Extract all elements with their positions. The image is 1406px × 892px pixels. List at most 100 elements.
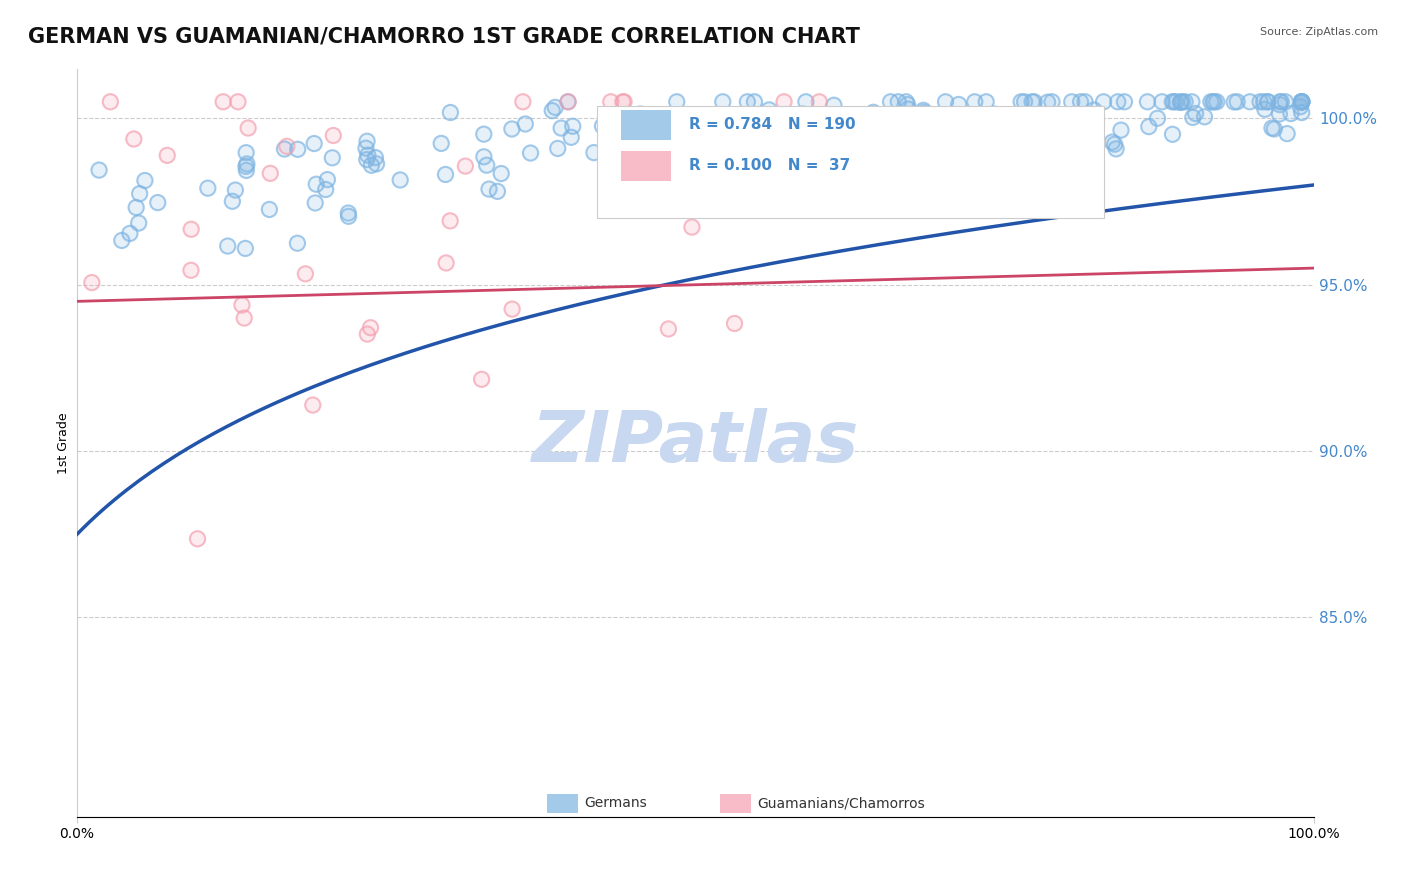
Point <box>990 117 1012 131</box>
Point <box>657 322 679 336</box>
Point <box>582 145 605 160</box>
Point <box>186 532 208 546</box>
Point <box>489 167 512 181</box>
Point <box>880 116 903 130</box>
Point <box>901 121 924 136</box>
Point <box>294 267 316 281</box>
Point <box>287 236 309 251</box>
Point <box>744 95 766 109</box>
Point <box>1109 123 1132 137</box>
Point <box>803 148 825 162</box>
Point <box>773 95 796 109</box>
Point <box>472 150 495 164</box>
Point <box>1239 95 1261 109</box>
Point <box>315 182 337 196</box>
Point <box>1270 95 1292 109</box>
Point <box>1114 95 1136 109</box>
Point <box>897 97 920 112</box>
Point <box>315 182 337 196</box>
Point <box>880 116 903 130</box>
Point <box>475 158 498 172</box>
Point <box>316 172 339 186</box>
Point <box>637 132 659 146</box>
Point <box>550 121 572 136</box>
Point <box>304 196 326 211</box>
Point <box>713 142 735 156</box>
Point <box>1291 95 1313 109</box>
Point <box>235 145 257 160</box>
Point <box>180 222 202 236</box>
Point <box>1268 107 1291 121</box>
Point <box>932 122 955 136</box>
Point <box>1170 95 1192 110</box>
Point <box>515 117 537 131</box>
Point <box>235 163 257 178</box>
Point <box>1275 127 1298 141</box>
Point <box>357 148 380 162</box>
Y-axis label: 1st Grade: 1st Grade <box>58 412 70 474</box>
Point <box>823 98 845 112</box>
Point <box>803 148 825 162</box>
Point <box>1070 95 1092 109</box>
Point <box>897 97 920 112</box>
Point <box>475 158 498 172</box>
Point <box>1104 137 1126 152</box>
Point <box>808 186 831 201</box>
Point <box>748 159 770 173</box>
Point <box>235 241 257 255</box>
Point <box>917 124 939 138</box>
Point <box>935 95 957 109</box>
Point <box>1170 95 1192 109</box>
Point <box>519 146 541 161</box>
Point <box>1289 100 1312 114</box>
Point <box>711 95 734 109</box>
Point <box>893 138 915 153</box>
Point <box>1223 95 1246 109</box>
Point <box>679 124 702 138</box>
Point <box>321 151 343 165</box>
Point <box>357 148 380 162</box>
Point <box>557 95 579 109</box>
Point <box>637 132 659 146</box>
Point <box>486 185 509 199</box>
Point <box>887 95 910 109</box>
Point <box>627 163 650 178</box>
Point <box>512 95 534 109</box>
Point <box>692 153 714 168</box>
Point <box>880 121 903 136</box>
Point <box>935 112 957 126</box>
Point <box>1291 95 1313 109</box>
Point <box>1261 121 1284 136</box>
Point <box>1101 135 1123 149</box>
Point <box>125 201 148 215</box>
Point <box>963 95 986 109</box>
Point <box>737 95 759 109</box>
Point <box>1194 110 1216 124</box>
Point <box>652 154 675 169</box>
Point <box>180 263 202 277</box>
Point <box>591 119 613 133</box>
Point <box>1114 95 1136 109</box>
Point <box>287 142 309 156</box>
Point <box>912 103 935 118</box>
Point <box>472 127 495 141</box>
Point <box>231 298 253 312</box>
Point <box>122 132 145 146</box>
Point <box>366 157 388 171</box>
Point <box>1275 127 1298 141</box>
Text: R = 0.100   N =  37: R = 0.100 N = 37 <box>689 158 851 173</box>
Point <box>669 130 692 145</box>
Point <box>692 153 714 168</box>
Point <box>1040 95 1063 109</box>
Point <box>1194 110 1216 124</box>
Point <box>301 398 323 412</box>
Point <box>1070 95 1092 109</box>
Point <box>276 139 298 153</box>
Point <box>146 195 169 210</box>
Point <box>273 142 295 156</box>
Point <box>430 136 453 151</box>
Point <box>637 179 659 194</box>
Point <box>1270 95 1292 109</box>
Point <box>276 139 298 153</box>
Point <box>786 115 808 129</box>
